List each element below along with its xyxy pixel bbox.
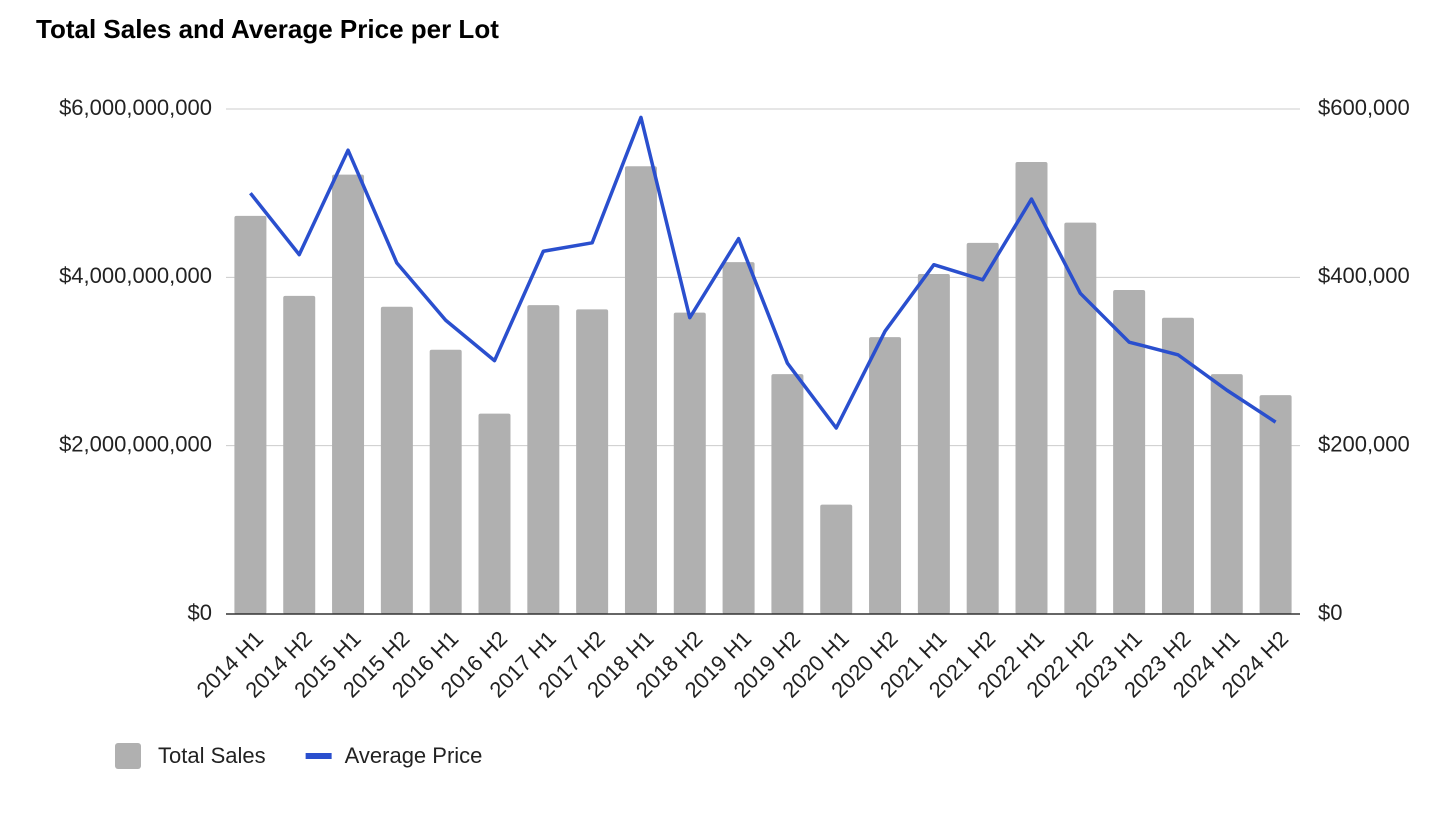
chart-title: Total Sales and Average Price per Lot (36, 14, 499, 44)
y2-tick-label: $600,000 (1318, 95, 1410, 120)
line (249, 115, 1277, 430)
bar (771, 374, 804, 614)
bar (332, 174, 365, 614)
y2-tick-label: $0 (1318, 600, 1342, 625)
bar (283, 295, 316, 614)
bar (869, 337, 902, 614)
bar (1259, 395, 1292, 614)
legend-label: Total Sales (158, 743, 266, 768)
bar (722, 262, 755, 614)
y-tick-label: $0 (188, 600, 212, 625)
bar (1113, 289, 1146, 614)
bar (478, 413, 511, 614)
y-tick-label: $4,000,000,000 (59, 263, 212, 288)
bar (917, 273, 950, 614)
bar (527, 305, 560, 614)
bar (624, 166, 657, 614)
bar (673, 312, 706, 614)
bar (1161, 317, 1194, 614)
bar (576, 309, 609, 614)
bar (429, 349, 462, 614)
bar (1210, 374, 1243, 614)
bar (820, 504, 853, 614)
y-tick-label: $2,000,000,000 (59, 431, 212, 456)
bar (380, 306, 413, 614)
y2-tick-label: $400,000 (1318, 263, 1410, 288)
legend-swatch (115, 743, 141, 769)
y2-tick-label: $200,000 (1318, 431, 1410, 456)
bar (966, 242, 999, 614)
legend-label: Average Price (345, 743, 483, 768)
bar (1064, 222, 1097, 614)
bar (234, 215, 267, 614)
bar (1015, 162, 1048, 614)
y-tick-label: $6,000,000,000 (59, 95, 212, 120)
